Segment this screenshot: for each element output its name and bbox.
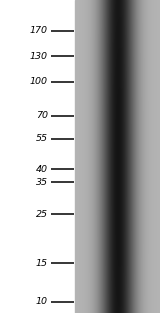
Text: 40: 40 [36,165,48,174]
Text: 170: 170 [30,26,48,35]
Text: 100: 100 [30,77,48,86]
Text: 130: 130 [30,52,48,61]
Text: 35: 35 [36,177,48,187]
Bar [0,0,75,313]
Text: 10: 10 [36,297,48,306]
Text: 25: 25 [36,210,48,219]
Text: 15: 15 [36,259,48,268]
Bar [75,0,160,313]
Text: 55: 55 [36,134,48,143]
Text: 70: 70 [36,111,48,120]
